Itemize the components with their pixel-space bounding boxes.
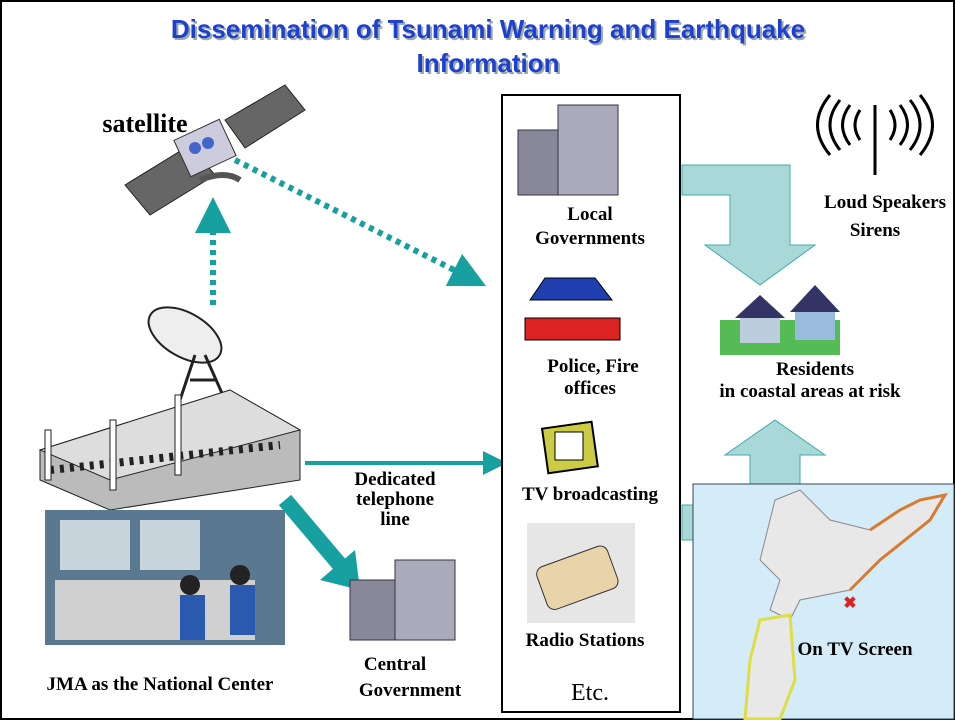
telephone-label: telephone: [356, 489, 434, 510]
speaker-label: Sirens: [850, 220, 900, 241]
telephone-label: line: [380, 509, 410, 530]
central-label: Central: [364, 654, 426, 675]
slide: Dissemination of Tsunami Warning and Ear…: [0, 0, 955, 720]
local-gov-label: Local: [567, 204, 612, 225]
jma-label: JMA as the National Center: [47, 674, 274, 695]
police-label: Police, Fire: [547, 356, 638, 377]
residents-label: in coastal areas at risk: [719, 381, 901, 402]
control-room-photo: [45, 510, 285, 645]
central-label: Government: [359, 680, 462, 701]
tv-icon: [542, 422, 598, 474]
svg-text:✖: ✖: [843, 595, 856, 612]
satellite-label: satellite: [102, 109, 187, 138]
telephone-label: Dedicated: [354, 469, 436, 490]
etc-label: Etc.: [571, 680, 609, 706]
tv-screen-label: On TV Screen: [797, 639, 913, 660]
radio-label: Radio Stations: [526, 630, 645, 651]
residents-label: Residents: [776, 359, 854, 380]
title: Dissemination of Tsunami Warning and Ear…: [171, 14, 805, 44]
radio-icon: [527, 523, 635, 623]
tv-label: TV broadcasting: [522, 484, 659, 505]
speaker-label: Loud Speakers: [824, 192, 946, 213]
local-gov-label: Governments: [535, 228, 645, 249]
title: Information: [417, 48, 560, 78]
police-label: offices: [564, 378, 616, 399]
